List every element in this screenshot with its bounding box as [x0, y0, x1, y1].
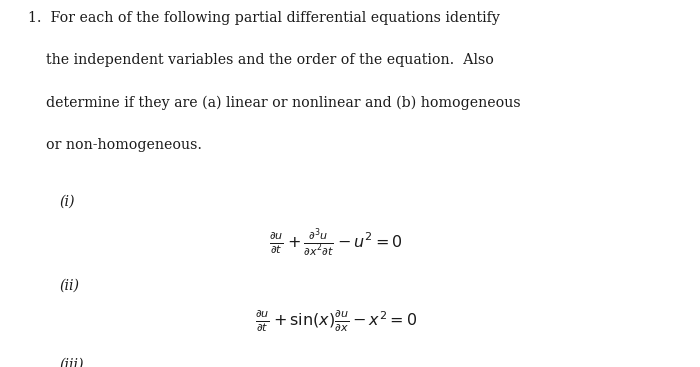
- Text: $\frac{\partial u}{\partial t} + \frac{\partial^3 u}{\partial x^2 \partial t} - : $\frac{\partial u}{\partial t} + \frac{\…: [270, 226, 402, 258]
- Text: the independent variables and the order of the equation.  Also: the independent variables and the order …: [28, 53, 494, 67]
- Text: $\frac{\partial u}{\partial t} + \sin(x)\frac{\partial u}{\partial x} - x^2 = 0$: $\frac{\partial u}{\partial t} + \sin(x)…: [255, 309, 417, 334]
- Text: (ii): (ii): [60, 279, 80, 293]
- Text: determine if they are (a) linear or nonlinear and (b) homogeneous: determine if they are (a) linear or nonl…: [28, 95, 521, 110]
- Text: or non-homogeneous.: or non-homogeneous.: [28, 138, 202, 152]
- Text: 1.  For each of the following partial differential equations identify: 1. For each of the following partial dif…: [28, 11, 500, 25]
- Text: (iii): (iii): [60, 358, 84, 367]
- Text: (i): (i): [60, 195, 75, 208]
